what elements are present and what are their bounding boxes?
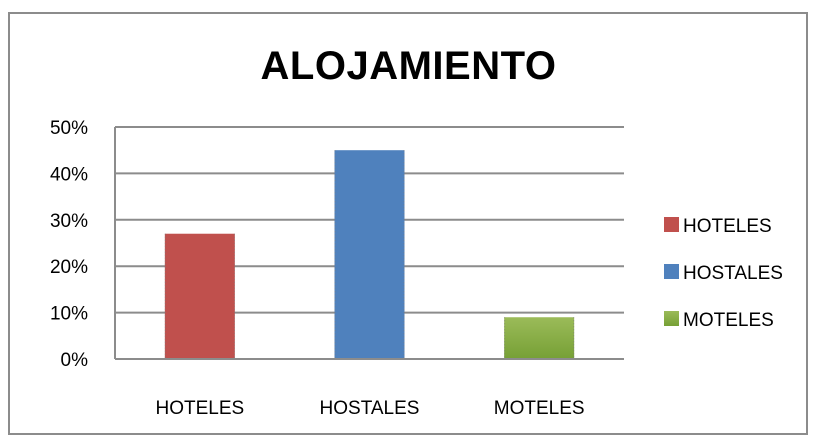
bar-hoteles (164, 233, 235, 359)
legend-label: HOSTALES (683, 263, 783, 284)
axes: 0% 10% 20% 30% 40% 50% HOTELES HOSTALES MOTELES (50, 118, 624, 419)
y-tick-label: 40% (50, 164, 88, 185)
legend-label: HOTELES (683, 216, 772, 237)
bar-hostales (334, 150, 405, 359)
chart-title: ALOJAMIENTO (260, 44, 557, 88)
x-tick-label: HOSTALES (320, 398, 420, 419)
y-tick-label: 20% (50, 257, 88, 278)
y-tick-label: 50% (50, 118, 88, 139)
x-tick-label: HOTELES (155, 398, 244, 419)
y-tick-label: 10% (50, 304, 88, 325)
legend: HOTELES HOSTALES MOTELES (664, 216, 783, 331)
bar-moteles (504, 317, 575, 359)
y-tick-label: 30% (50, 211, 88, 232)
legend-swatch-hoteles (664, 217, 679, 232)
legend-label: MOTELES (683, 310, 774, 331)
y-tick-label: 0% (61, 350, 89, 371)
x-tick-label: MOTELES (494, 398, 585, 419)
bars (164, 150, 575, 359)
legend-swatch-moteles (664, 311, 679, 326)
legend-swatch-hostales (664, 264, 679, 279)
